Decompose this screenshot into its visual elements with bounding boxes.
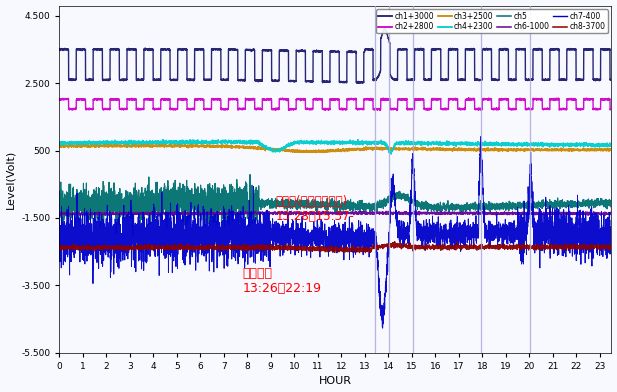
Y-axis label: Level(Volt): Level(Volt) — [6, 150, 15, 209]
Text: 広尾局(水平アンテナ)
13:28－15:37-: 広尾局(水平アンテナ) 13:28－15:37- — [275, 195, 354, 223]
Legend: ch1+3000, ch2+2800, ch3+2500, ch4+2300, ch5, ch6-1000, ch7-400, ch8-3700: ch1+3000, ch2+2800, ch3+2500, ch4+2300, … — [376, 9, 608, 33]
Text: 大気電場
13:26－22:19: 大気電場 13:26－22:19 — [242, 267, 321, 295]
X-axis label: HOUR: HOUR — [319, 376, 352, 387]
